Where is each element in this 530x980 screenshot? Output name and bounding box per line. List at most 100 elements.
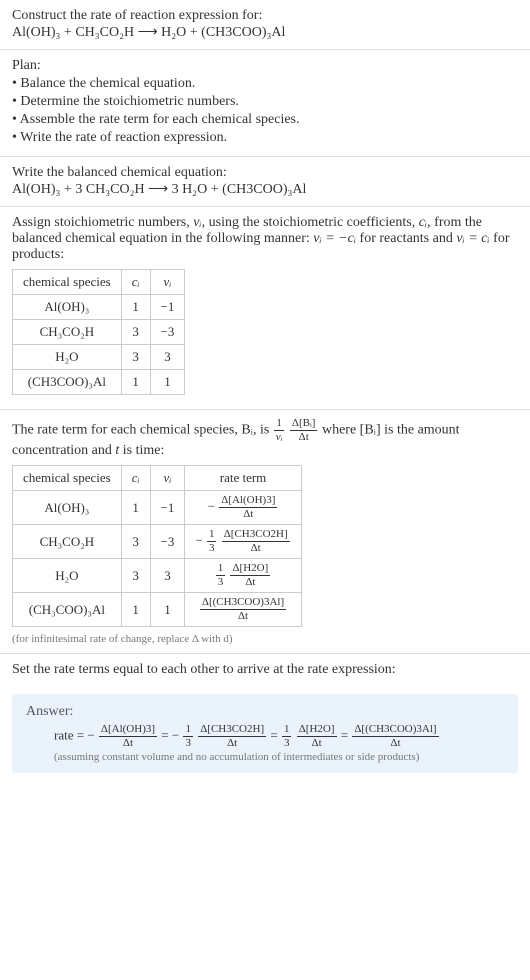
final-section: Set the rate terms equal to each other t… <box>0 654 530 686</box>
table-row: Al(OH)₃ 1 −1 − Δ[Al(OH)3] Δt <box>13 491 302 525</box>
prompt-text: Construct the rate of reaction expressio… <box>12 8 518 24</box>
sign: − <box>195 532 202 547</box>
rate-frac: Δ[Al(OH)3] Δt <box>219 495 277 520</box>
cell-nu: 1 <box>150 593 185 627</box>
eq-sep: = <box>270 727 281 742</box>
frac-num: Δ[(CH3COO)3Al] <box>200 597 286 610</box>
frac-num: 1 <box>274 418 285 431</box>
cell-nu: −1 <box>150 295 185 320</box>
frac-num: 1 <box>207 529 217 542</box>
rateterm-text: The rate term for each chemical species,… <box>12 423 273 438</box>
table-header-row: chemical species cᵢ νᵢ <box>13 270 185 295</box>
cell-ci: 1 <box>121 491 150 525</box>
table-header-row: chemical species cᵢ νᵢ rate term <box>13 466 302 491</box>
frac-num: 1 <box>282 724 292 737</box>
frac-num: Δ[CH3CO2H] <box>222 529 290 542</box>
answer-box: Answer: rate = − Δ[Al(OH)3] Δt = − 1 3 Δ… <box>12 694 518 773</box>
rate-expression: rate = − Δ[Al(OH)3] Δt = − 1 3 Δ[CH3CO2H… <box>26 724 504 749</box>
col-species: chemical species <box>13 270 122 295</box>
rate-frac: Δ[H2O] Δt <box>230 563 270 588</box>
frac-num: Δ[H2O] <box>230 563 270 576</box>
cell-nu: 3 <box>150 559 185 593</box>
col-species: chemical species <box>13 466 122 491</box>
rateterm-inner-frac: Δ[Bᵢ] Δt <box>290 418 318 443</box>
frac-num: 1 <box>183 724 193 737</box>
cell-species: (CH3COO)₃Al <box>13 370 122 395</box>
cell-ci: 3 <box>121 559 150 593</box>
stoich-text: for reactants and <box>356 231 456 246</box>
final-title: Set the rate terms equal to each other t… <box>12 662 518 678</box>
frac-num: Δ[Bᵢ] <box>290 418 318 431</box>
col-rateterm: rate term <box>185 466 301 491</box>
stoich-intro: Assign stoichiometric numbers, νᵢ, using… <box>12 215 518 263</box>
frac-num: Δ[H2O] <box>297 724 337 737</box>
eq-sep: = <box>341 727 352 742</box>
answer-assumption: (assuming constant volume and no accumul… <box>26 751 504 763</box>
rateterm-table: chemical species cᵢ νᵢ rate term Al(OH)₃… <box>12 465 302 627</box>
cell-species: (CH₃COO)₃Al <box>13 593 122 627</box>
term-frac: Δ[CH3CO2H] Δt <box>198 724 266 749</box>
col-nu: νᵢ <box>150 466 185 491</box>
cell-species: Al(OH)₃ <box>13 295 122 320</box>
frac-den: 3 <box>207 542 217 554</box>
plan-title: Plan: <box>12 58 518 74</box>
frac-den: Δt <box>198 737 266 749</box>
rateterm-intro: The rate term for each chemical species,… <box>12 418 518 459</box>
table-row: Al(OH)₃ 1 −1 <box>13 295 185 320</box>
table-row: H₂O 3 3 <box>13 345 185 370</box>
balanced-section: Write the balanced chemical equation: Al… <box>0 157 530 207</box>
cell-ci: 3 <box>121 320 150 345</box>
frac-den: Δt <box>99 737 157 749</box>
cell-ci: 1 <box>121 370 150 395</box>
unbalanced-equation: Al(OH)₃ + CH₃CO₂H ⟶ H₂O + (CH3COO)₃Al <box>12 24 518 41</box>
stoich-table: chemical species cᵢ νᵢ Al(OH)₃ 1 −1 CH₃C… <box>12 269 185 395</box>
col-ci: cᵢ <box>121 270 150 295</box>
rateterm-text: is time: <box>119 443 164 458</box>
problem-statement: Construct the rate of reaction expressio… <box>0 0 530 50</box>
frac-den: 3 <box>183 737 193 749</box>
rate-prefix: rate = − <box>54 727 95 742</box>
cell-species: CH₃CO₂H <box>13 320 122 345</box>
balanced-equation: Al(OH)₃ + 3 CH₃CO₂H ⟶ 3 H₂O + (CH3COO)₃A… <box>12 181 518 198</box>
plan-item: • Write the rate of reaction expression. <box>12 130 518 146</box>
cell-nu: −3 <box>150 320 185 345</box>
frac-num: Δ[(CH3COO)3Al] <box>352 724 438 737</box>
frac-den: Δt <box>230 576 270 588</box>
cell-nu: −3 <box>150 525 185 559</box>
ci-symbol: cᵢ <box>419 215 427 230</box>
table-row: (CH3COO)₃Al 1 1 <box>13 370 185 395</box>
table-row: CH₃CO₂H 3 −3 − 1 3 Δ[CH3CO2H] Δt <box>13 525 302 559</box>
frac-den: Δt <box>352 737 438 749</box>
plan-item: • Balance the chemical equation. <box>12 76 518 92</box>
frac-num: Δ[Al(OH)3] <box>219 495 277 508</box>
cell-ci: 1 <box>121 593 150 627</box>
sign: − <box>208 498 215 513</box>
cell-rateterm: 1 3 Δ[H2O] Δt <box>185 559 301 593</box>
cell-ci: 3 <box>121 345 150 370</box>
stoich-relation: νᵢ = cᵢ <box>456 231 489 246</box>
rate-frac: Δ[CH3CO2H] Δt <box>222 529 290 554</box>
cell-ci: 3 <box>121 525 150 559</box>
cell-nu: −1 <box>150 491 185 525</box>
frac-den: νᵢ <box>274 431 285 443</box>
table-row: CH₃CO₂H 3 −3 <box>13 320 185 345</box>
frac-num: Δ[CH3CO2H] <box>198 724 266 737</box>
cell-species: H₂O <box>13 345 122 370</box>
plan-item: • Assemble the rate term for each chemic… <box>12 112 518 128</box>
cell-species: H₂O <box>13 559 122 593</box>
cell-nu: 3 <box>150 345 185 370</box>
frac-den: Δt <box>290 431 318 443</box>
cell-rateterm: Δ[(CH3COO)3Al] Δt <box>185 593 301 627</box>
col-nu: νᵢ <box>150 270 185 295</box>
cell-rateterm: − Δ[Al(OH)3] Δt <box>185 491 301 525</box>
frac-den: Δt <box>297 737 337 749</box>
coef-frac: 1 3 <box>207 529 217 554</box>
cell-rateterm: − 1 3 Δ[CH3CO2H] Δt <box>185 525 301 559</box>
infinitesimal-note: (for infinitesimal rate of change, repla… <box>12 633 518 645</box>
coef-frac: 1 3 <box>282 724 292 749</box>
plan-item: • Determine the stoichiometric numbers. <box>12 94 518 110</box>
cell-species: Al(OH)₃ <box>13 491 122 525</box>
frac-num: 1 <box>216 563 226 576</box>
coef-frac: 1 3 <box>216 563 226 588</box>
frac-den: Δt <box>200 610 286 622</box>
